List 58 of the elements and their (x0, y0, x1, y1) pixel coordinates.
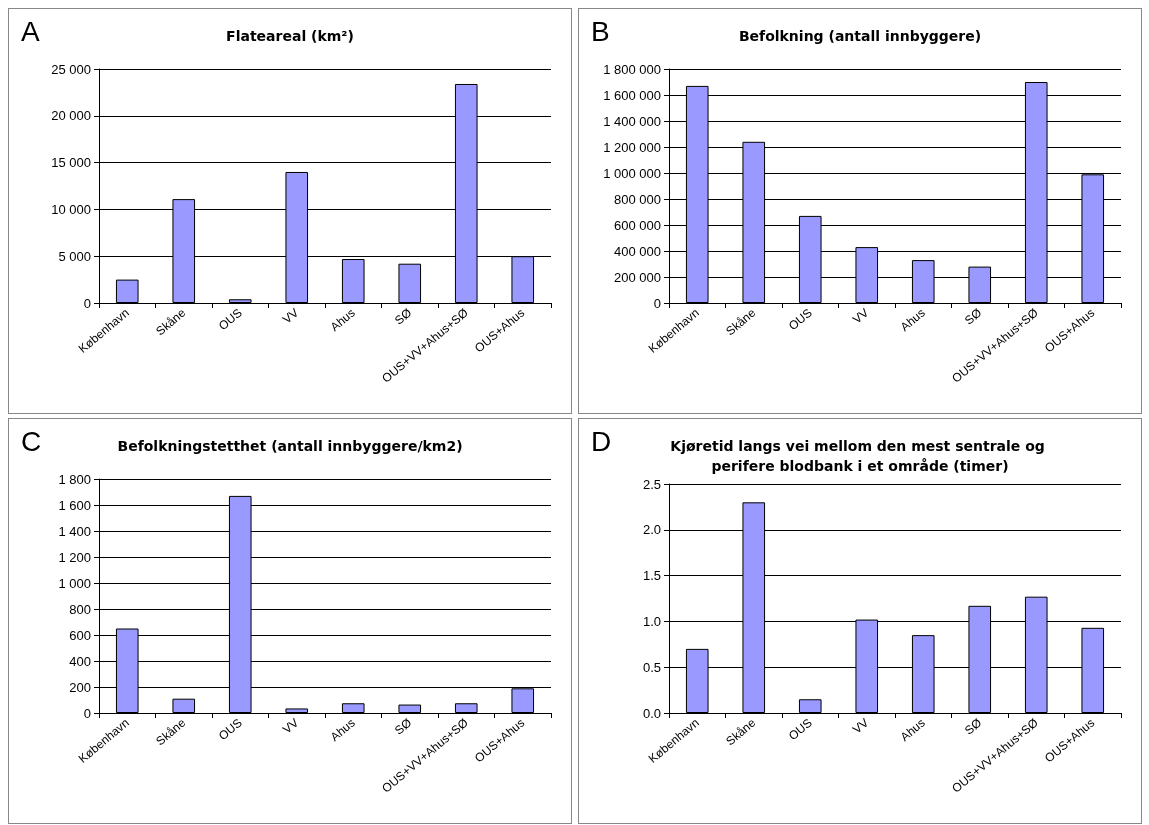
y-tick-label: 2.0 (642, 522, 661, 538)
chart-title: Befolkning (antall innbyggere) (738, 28, 982, 44)
y-tick-label: 0 (83, 705, 91, 721)
bar (341, 703, 365, 713)
y-tick-label: 600 (69, 627, 91, 643)
y-tick-label: 2.5 (642, 476, 661, 492)
x-tick-label: VV (279, 715, 302, 737)
y-tick-label: 10 000 (51, 201, 91, 217)
bar (228, 299, 252, 303)
y-tick-label: 0.0 (642, 705, 661, 721)
bar (798, 699, 822, 713)
bar (454, 703, 478, 713)
y-tick-label: 1.0 (642, 613, 661, 629)
text: B (591, 15, 610, 47)
y-tick-label: 1 400 (58, 523, 91, 539)
text: A (21, 15, 40, 47)
bar (341, 259, 365, 303)
y-tick-label: 1 000 (58, 575, 91, 591)
chart-title: Kjøretid langs vei mellom den mest sentrale og perifere blodbank i et område (timer) (670, 438, 1050, 474)
y-tick-label: 800 (69, 601, 91, 617)
bar (172, 698, 196, 713)
x-tick-label: VV (279, 305, 302, 327)
text: D (591, 425, 612, 457)
y-tick-label: 1.5 (642, 568, 661, 584)
chart-title: Befolkningstetthet (antall innbyggere/km2) (117, 438, 463, 454)
y-tick-label: 800 000 (614, 191, 661, 207)
bar (398, 704, 422, 713)
chart-title: Flateareal (km²) (226, 28, 354, 44)
y-tick-label: 1 800 000 (603, 61, 661, 77)
y-tick-label: 1 800 (58, 471, 91, 487)
y-tick-label: 1 400 000 (603, 113, 661, 129)
y-tick-label: 0 (83, 295, 91, 311)
y-tick-label: 200 (69, 679, 91, 695)
bar (285, 708, 309, 713)
y-tick-label: 15 000 (51, 155, 91, 171)
y-tick-label: 400 000 (614, 243, 661, 259)
y-tick-label: 400 (69, 653, 91, 669)
x-tick-label: VV (849, 305, 872, 327)
x-tick-label: OUS (215, 715, 245, 744)
x-tick-label: OUS (215, 305, 245, 334)
y-tick-label: 1 200 000 (603, 139, 661, 155)
y-tick-label: 0 (653, 295, 661, 311)
x-tick-label: OUS (785, 305, 815, 334)
y-tick-label: 0.5 (642, 659, 661, 675)
x-tick-label: OUS (785, 715, 815, 744)
y-tick-label: 600 000 (614, 217, 661, 233)
y-tick-label: 200 000 (614, 269, 661, 285)
text: C (21, 425, 42, 457)
y-tick-label: 1 600 (58, 497, 91, 513)
y-tick-label: 5 000 (58, 248, 91, 264)
y-tick-label: 1 600 000 (603, 87, 661, 103)
y-tick-label: 1 000 000 (603, 165, 661, 181)
bar (398, 263, 422, 303)
x-tick-label: VV (849, 715, 872, 737)
y-tick-label: 20 000 (51, 108, 91, 124)
y-tick-label: 25 000 (51, 61, 91, 77)
bar (115, 279, 139, 303)
y-tick-label: 1 200 (58, 549, 91, 565)
